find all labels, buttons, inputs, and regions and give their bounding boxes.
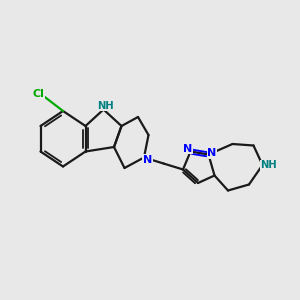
Text: N: N — [143, 155, 152, 165]
Text: NH: NH — [97, 101, 113, 111]
Text: N: N — [208, 148, 217, 158]
Text: N: N — [183, 143, 192, 154]
Text: Cl: Cl — [32, 88, 44, 99]
Text: NH: NH — [260, 160, 277, 170]
